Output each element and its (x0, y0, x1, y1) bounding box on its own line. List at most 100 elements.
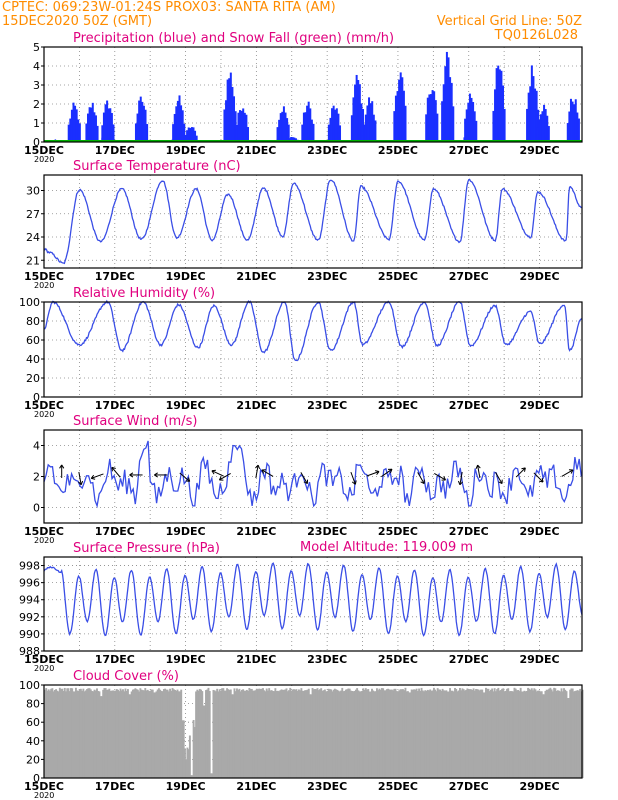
rh-ytick-label: 80 (26, 315, 40, 328)
cloud-bar (322, 690, 325, 778)
precip-bar (279, 113, 282, 142)
precip-bar (394, 95, 397, 142)
precip-xtick-label: 21DEC (236, 144, 276, 157)
cloud-bar (459, 687, 461, 778)
wind-arrow (495, 472, 503, 484)
cloud-bar (572, 691, 575, 778)
precip-bar (87, 113, 90, 142)
cloud-bar (515, 690, 518, 778)
cloud-bar (337, 690, 340, 778)
cloud-bar (73, 691, 76, 778)
cloud-bar (83, 691, 86, 778)
precip-bar (310, 119, 313, 142)
cloud-bar (82, 688, 85, 778)
cloud-bar (430, 690, 433, 778)
wind-arrow (533, 472, 544, 483)
cloud-bar (376, 688, 378, 778)
precip-bar (358, 84, 361, 142)
cloud-bar (58, 687, 61, 778)
cloud-bar (465, 689, 468, 778)
cloud-bar (155, 691, 158, 778)
cloud-bar (60, 688, 63, 778)
cloud-bar (134, 688, 137, 778)
cloud-bar (398, 690, 401, 778)
cloud-bar (419, 690, 422, 778)
precip-bar (360, 103, 363, 142)
cloud-bar (442, 690, 445, 778)
precip-bar (577, 118, 580, 142)
cloud-bar (342, 691, 345, 778)
cloud-bar (558, 690, 561, 778)
precip-bar (354, 84, 357, 142)
cloud-bar (489, 689, 492, 778)
precip-bar (538, 119, 541, 142)
cloud-ytick-label: 20 (26, 753, 40, 766)
cloud-bar (197, 690, 200, 778)
cloud-bar (397, 691, 399, 778)
precip-bar (112, 124, 115, 142)
precip-bar (235, 124, 238, 142)
precip-bar (434, 100, 437, 142)
cloud-bar (320, 688, 323, 778)
cloud-bar (100, 696, 103, 778)
cloud-bar (336, 689, 339, 778)
cloud-bar (439, 689, 442, 778)
cloud-bar (463, 690, 466, 778)
cloud-bar (200, 689, 202, 778)
cloud-bar (486, 688, 489, 778)
wind-xtick-label: 19DEC (166, 525, 206, 538)
cloud-bar (467, 689, 470, 778)
cloud-bar (485, 687, 487, 778)
cloud-xtick-label: 17DEC (95, 780, 135, 793)
pres-grid (43, 557, 582, 652)
pres-ytick-label: 998 (19, 560, 40, 573)
precip-bar (539, 114, 542, 142)
cloud-bar (53, 689, 56, 778)
wind-arrow-head (475, 464, 481, 469)
precip-bar (396, 91, 399, 142)
cloud-bar (270, 690, 273, 778)
cloud-bar (231, 694, 233, 778)
cloud-bar (548, 688, 551, 778)
temp-ytick-label: 27 (26, 208, 40, 221)
cloud-bar (420, 687, 423, 778)
rh-ytick-label: 60 (26, 334, 40, 347)
wind-arrow-head (441, 476, 446, 481)
cloud-bar (529, 689, 532, 778)
cloud-bar (349, 690, 352, 778)
cloud-bar (452, 691, 455, 778)
precip-bar (176, 100, 179, 142)
cloud-bar (445, 690, 448, 778)
precip-bar (78, 123, 81, 142)
wind-arrow-head (375, 470, 380, 476)
cloud-year-label: 2020 (34, 791, 54, 800)
temp-grid (43, 175, 582, 268)
precip-bar (537, 109, 540, 142)
cloud-bar (317, 690, 320, 778)
temp-title: Surface Temperature (nC) (73, 159, 241, 174)
precip-bar (331, 108, 334, 142)
precip-bar (307, 101, 310, 142)
cloud-bar (579, 688, 582, 778)
precip-bar (327, 124, 330, 142)
wind-arrow (211, 470, 224, 477)
temp-ytick-label: 30 (26, 185, 40, 198)
cloud-bar (208, 690, 211, 778)
cloud-bar (478, 690, 481, 778)
precip-bar (498, 69, 501, 142)
cloud-bar (380, 688, 383, 778)
cloud-bar (276, 690, 279, 778)
cloud-bar (559, 691, 562, 778)
cloud-bar (429, 689, 432, 778)
cloud-bar (382, 688, 385, 778)
cloud-bar (110, 690, 113, 778)
cloud-bar (537, 690, 539, 778)
cloud-bar (431, 690, 434, 778)
precip-bar (451, 137, 454, 142)
cloud-bar (254, 690, 257, 778)
cloud-bar (346, 689, 349, 778)
cloud-bar (301, 690, 304, 778)
cloud-bar (203, 705, 206, 778)
cloud-bar (107, 689, 110, 778)
